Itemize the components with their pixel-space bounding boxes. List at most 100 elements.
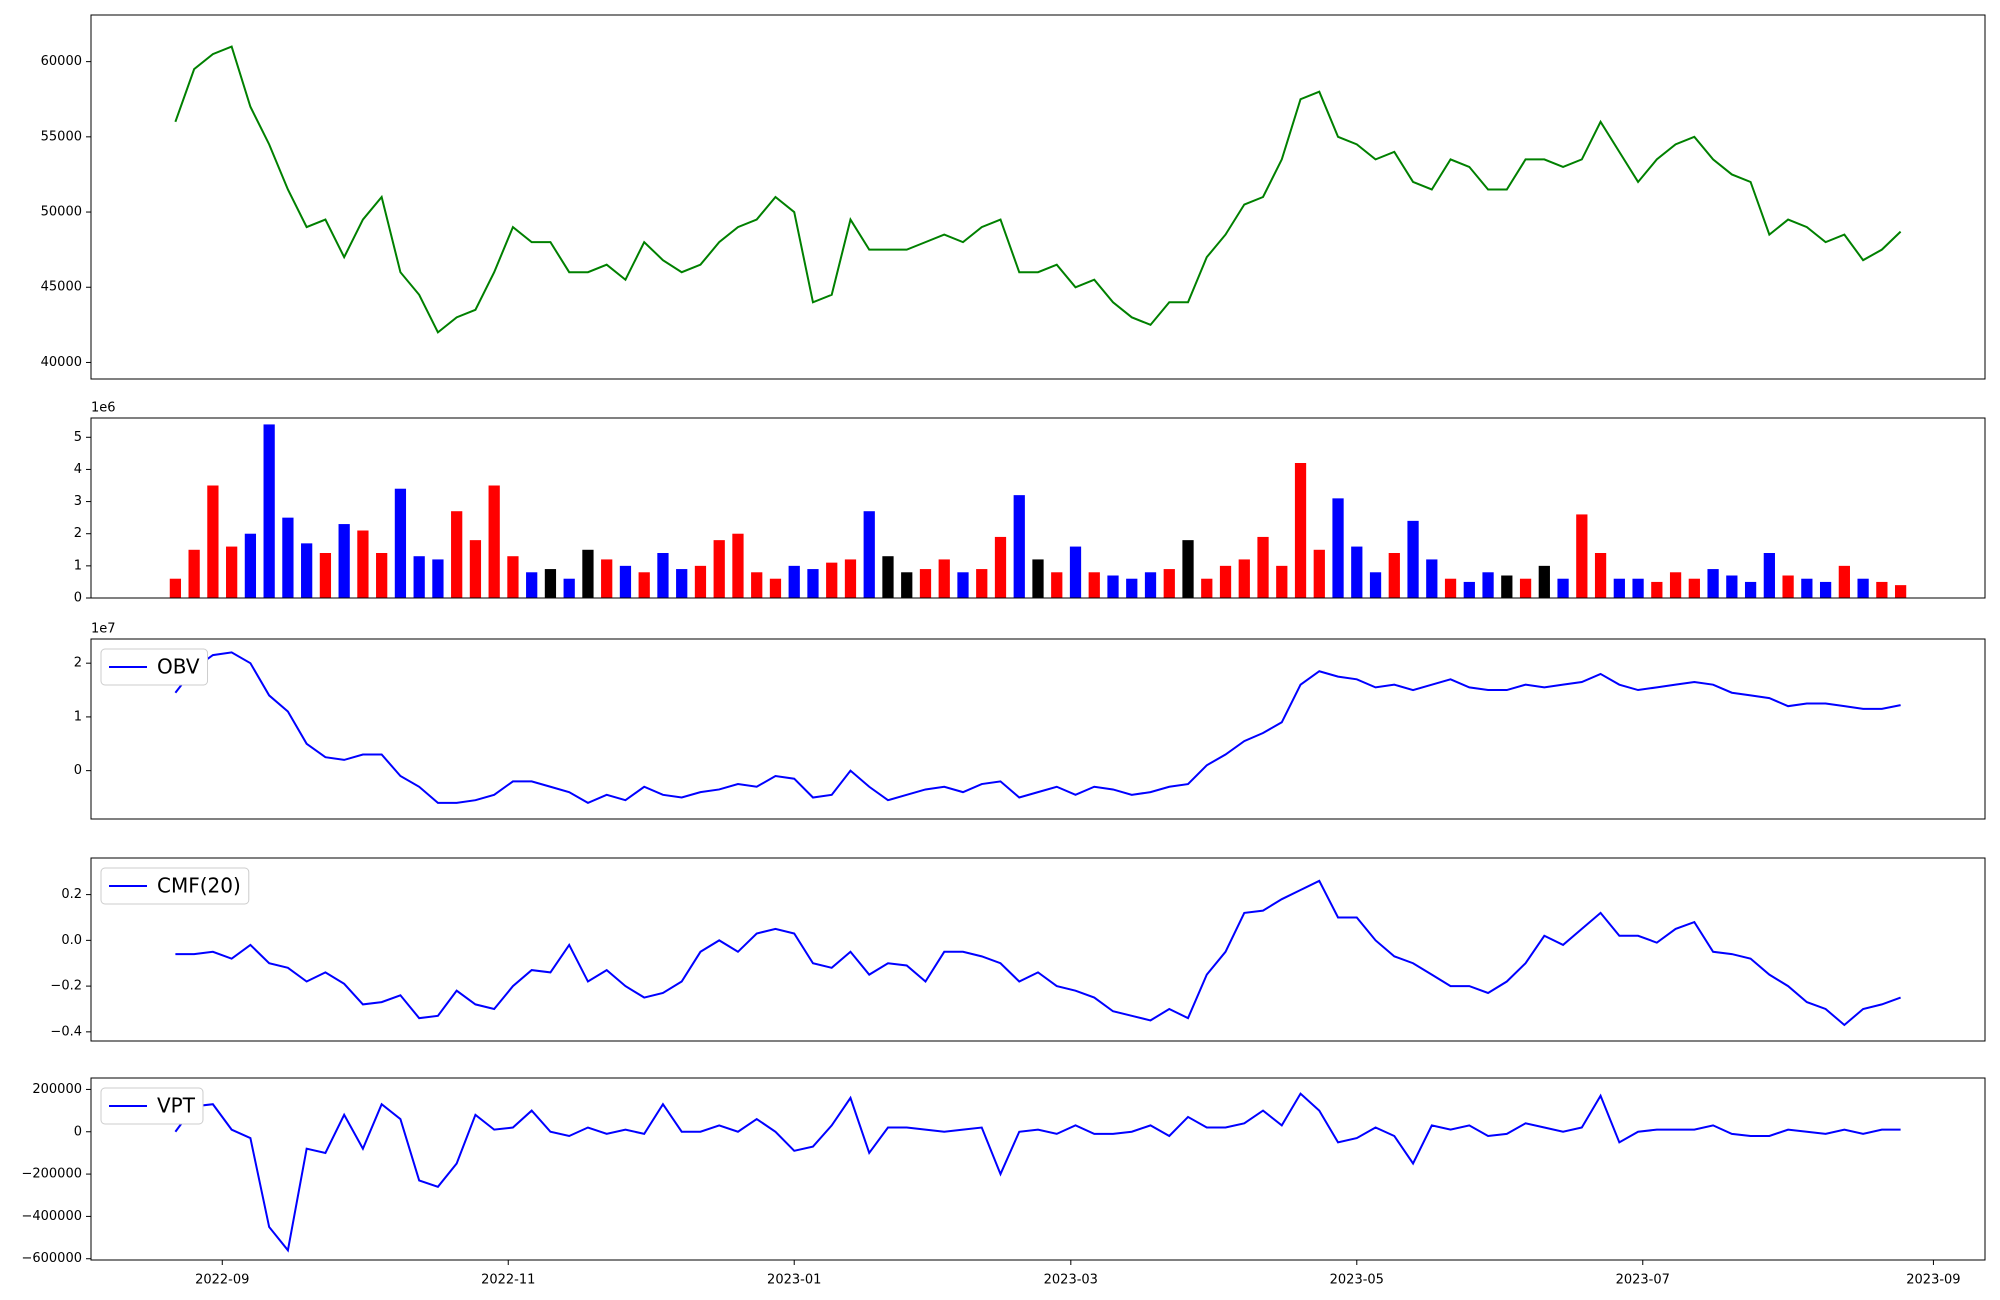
volume-bar bbox=[1819, 581, 1832, 598]
volume-bar bbox=[1032, 559, 1044, 598]
y-tick-label: 0.0 bbox=[61, 933, 82, 948]
y-tick-label: 0 bbox=[74, 591, 82, 606]
y-offset-label: 1e7 bbox=[91, 622, 116, 637]
legend-label: VPT bbox=[157, 1094, 196, 1118]
volume-bar bbox=[694, 565, 707, 598]
volume-bar bbox=[526, 572, 538, 598]
volume-bar bbox=[1426, 559, 1438, 598]
y-tick-label: 0.2 bbox=[61, 887, 82, 902]
volume-bar bbox=[1726, 575, 1738, 598]
volume-bar bbox=[976, 569, 988, 598]
legend-box bbox=[100, 867, 250, 905]
volume-bar bbox=[601, 559, 613, 598]
volume-bar bbox=[657, 553, 669, 598]
volume-bar bbox=[1519, 578, 1532, 598]
panel: 40000 45000 50000 55000 60000 bbox=[41, 14, 1986, 380]
volume-bar bbox=[1069, 546, 1082, 598]
volume-bar bbox=[676, 569, 688, 598]
volume-bar bbox=[751, 572, 763, 598]
volume-bar bbox=[507, 556, 519, 598]
volume-bar bbox=[169, 578, 182, 598]
volume-bar bbox=[1838, 565, 1850, 598]
volume-bar bbox=[1857, 578, 1869, 598]
volume-bar bbox=[244, 533, 257, 598]
legend: OBV bbox=[100, 648, 209, 686]
volume-bar bbox=[1444, 578, 1457, 598]
volume-bar bbox=[1594, 553, 1607, 598]
series-line bbox=[174, 651, 1901, 804]
legend-label: OBV bbox=[157, 655, 200, 679]
volume-bar bbox=[582, 549, 594, 598]
x-tick-label: 2023-05 bbox=[1330, 1273, 1384, 1288]
volume-bar bbox=[357, 530, 369, 598]
legend: VPT bbox=[100, 1087, 204, 1125]
x-tick-label: 2023-03 bbox=[1044, 1273, 1098, 1288]
volume-bar bbox=[282, 517, 294, 598]
y-tick-label: −400000 bbox=[21, 1209, 82, 1224]
volume-bar bbox=[263, 424, 275, 598]
volume-bar bbox=[732, 533, 744, 598]
volume-bar bbox=[451, 511, 463, 598]
volume-bar bbox=[919, 569, 932, 598]
panel: −0.4 −0.2 0.0 0.2 CMF(20) bbox=[50, 857, 1986, 1042]
volume-bar bbox=[1257, 536, 1269, 598]
volume-bar bbox=[1782, 575, 1794, 598]
volume-bar bbox=[1482, 572, 1494, 598]
y-tick-label: 2 bbox=[74, 656, 82, 671]
y-tick-label: −0.2 bbox=[50, 979, 82, 994]
volume-bar bbox=[1013, 495, 1025, 598]
volume-bar bbox=[619, 565, 632, 598]
x-tick-label: 2023-01 bbox=[767, 1273, 821, 1288]
volume-bar bbox=[376, 553, 388, 598]
series-line bbox=[174, 45, 1902, 334]
volume-bar bbox=[957, 572, 969, 598]
volume-bar bbox=[1632, 578, 1644, 598]
volume-bar bbox=[1313, 549, 1325, 598]
volume-bar bbox=[1182, 540, 1194, 598]
panel: 0 1 2 1e7 OBV bbox=[74, 622, 1986, 820]
volume-bar bbox=[1088, 572, 1100, 598]
volume-bar bbox=[1744, 581, 1757, 598]
volume-bar bbox=[1651, 581, 1663, 598]
volume-bar bbox=[1688, 578, 1700, 598]
volume-bar bbox=[469, 540, 482, 598]
volume-bar bbox=[1276, 565, 1288, 598]
volume-bar bbox=[226, 546, 238, 598]
volume-bar bbox=[1501, 575, 1513, 598]
y-tick-label: −200000 bbox=[21, 1167, 82, 1182]
volume-bar bbox=[1238, 559, 1250, 598]
volume-bar bbox=[1201, 578, 1213, 598]
y-tick-label: −600000 bbox=[21, 1251, 82, 1266]
volume-bar bbox=[301, 543, 313, 598]
y-tick-label: 60000 bbox=[41, 54, 82, 69]
volume-bar bbox=[788, 565, 800, 598]
y-tick-label: 5 bbox=[74, 430, 82, 445]
volume-bar bbox=[807, 569, 819, 598]
volume-bar bbox=[713, 540, 725, 598]
volume-bar bbox=[1126, 578, 1138, 598]
legend: CMF(20) bbox=[100, 867, 250, 905]
legend-label: CMF(20) bbox=[157, 874, 241, 898]
y-tick-label: 55000 bbox=[41, 129, 82, 144]
volume-bar bbox=[188, 549, 200, 598]
volume-bar bbox=[1707, 569, 1719, 598]
volume-bar bbox=[1407, 520, 1419, 598]
volume-bar bbox=[1163, 569, 1175, 598]
axes-frame bbox=[90, 1077, 1986, 1261]
y-tick-label: 3 bbox=[74, 494, 82, 509]
x-tick-label: 2023-07 bbox=[1616, 1273, 1670, 1288]
y-tick-label: 200000 bbox=[32, 1082, 82, 1097]
y-tick-label: −0.4 bbox=[50, 1024, 82, 1039]
volume-bar bbox=[1388, 553, 1400, 598]
volume-bar bbox=[1876, 581, 1888, 598]
y-tick-label: 0 bbox=[74, 763, 82, 778]
y-tick-label: 45000 bbox=[41, 280, 82, 295]
volume-bar bbox=[1763, 553, 1775, 598]
axes-frame bbox=[90, 14, 1986, 380]
axes-frame bbox=[90, 417, 1986, 599]
y-tick-label: 1 bbox=[74, 709, 82, 724]
volume-bar bbox=[1144, 572, 1157, 598]
legend-box bbox=[100, 648, 209, 686]
panel: −600000 −400000 −200000 0 200000 2022-09 2022-… bbox=[21, 1077, 1986, 1288]
